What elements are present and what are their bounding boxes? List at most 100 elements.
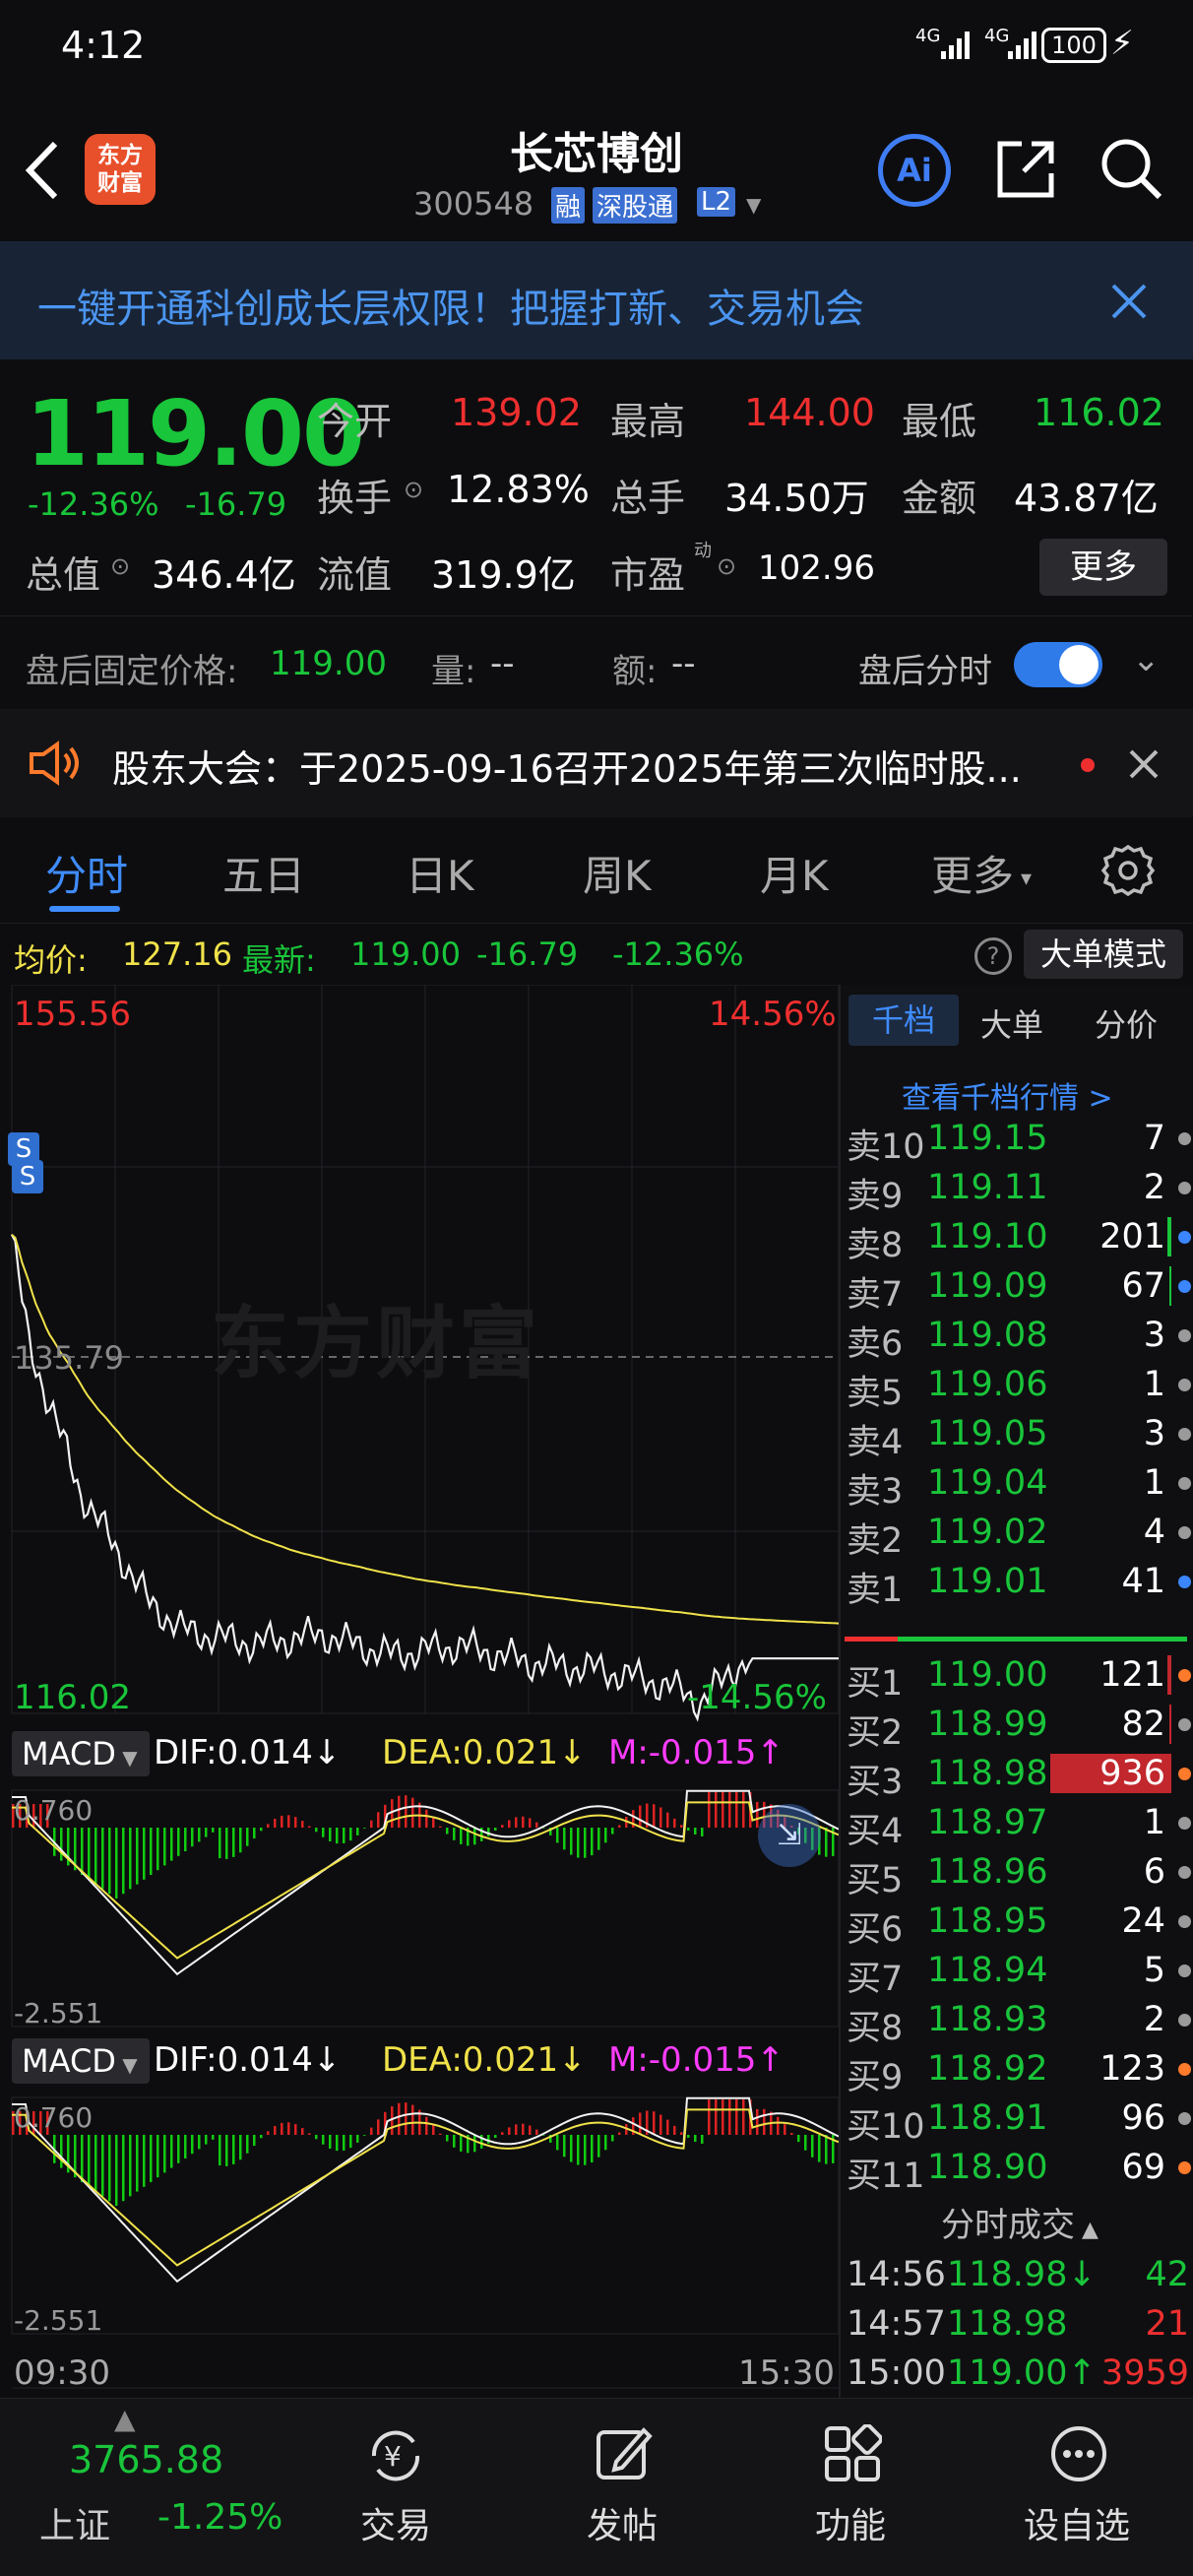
tab-five-day[interactable]: 五日 [222, 852, 306, 900]
sell-row[interactable]: 卖1 119.01 41 [845, 1556, 1193, 1610]
sell-dot-icon [1178, 1329, 1191, 1342]
macd-histogram-bar [60, 1828, 63, 1861]
macd-histogram-bar [384, 2111, 387, 2135]
tab-depth[interactable]: 千档 [848, 995, 959, 1046]
info-icon-3[interactable]: ⊙ [717, 552, 737, 580]
avg-label: 均价: [14, 941, 88, 979]
sell-price: 119.08 [927, 1316, 1048, 1355]
post-icon[interactable] [595, 2424, 654, 2483]
unread-dot [1081, 758, 1095, 772]
info-icon-2[interactable]: ⊙ [110, 552, 131, 580]
intraday-chart[interactable] [0, 985, 1193, 2398]
sell-row[interactable]: 卖9 119.11 2 [845, 1162, 1193, 1216]
nav-trade-label[interactable]: 交易 [360, 2506, 432, 2546]
sell-row[interactable]: 卖10 119.15 7 [845, 1113, 1193, 1167]
sell-row[interactable]: 卖4 119.05 3 [845, 1408, 1193, 1462]
tab-more[interactable]: 更多 ▾ [931, 843, 1032, 903]
view-depth-link[interactable]: 查看千档行情 > [902, 1081, 1113, 1116]
close-icon[interactable] [1110, 283, 1148, 320]
buy-row[interactable]: 买8 118.93 2 [845, 1994, 1193, 2048]
macd-histogram-bar [60, 2135, 63, 2168]
buy-row[interactable]: 买11 118.90 69 [845, 2142, 1193, 2196]
index-name[interactable]: 上证 [39, 2506, 111, 2546]
sell-row[interactable]: 卖8 119.10 201 [845, 1211, 1193, 1265]
gear-icon[interactable] [1100, 843, 1156, 898]
macd-histogram-bar [150, 2135, 153, 2182]
signal-marker-2[interactable]: S [12, 1160, 43, 1193]
buy-row[interactable]: 买10 118.91 96 [845, 2093, 1193, 2147]
sell-row[interactable]: 卖7 119.09 67 [845, 1260, 1193, 1315]
quote-panel: 119.00 -12.36% -16.79 今开 139.02 最高 144.0… [0, 359, 1193, 615]
low-value: 116.02 [1034, 391, 1164, 434]
tab-week-k[interactable]: 周K [583, 852, 652, 900]
nav-function-label[interactable]: 功能 [815, 2506, 887, 2546]
chevron-down-icon[interactable]: ▼ [746, 193, 762, 217]
ai-assistant-button[interactable]: Ai [878, 134, 951, 207]
chart-expand-icon[interactable]: ⇲ [758, 1804, 821, 1867]
badge-l2: L2 [697, 187, 736, 217]
macd-histogram-bar [315, 1828, 318, 1833]
close-icon[interactable] [1128, 748, 1160, 780]
more-dots-icon[interactable] [1049, 2424, 1108, 2483]
sell-row[interactable]: 卖2 119.02 4 [845, 1507, 1193, 1561]
tab-day-k[interactable]: 日K [406, 852, 474, 900]
buy-row[interactable]: 买9 118.92 123 [845, 2043, 1193, 2097]
macd-histogram-bar [184, 1828, 187, 1851]
buy-row[interactable]: 买4 118.97 1 [845, 1797, 1193, 1851]
info-icon[interactable]: ⊙ [404, 476, 424, 503]
search-icon[interactable] [1099, 136, 1163, 201]
macd-histogram-bar [777, 1809, 780, 1828]
buy-level-label: 买2 [847, 1713, 904, 1753]
macd-histogram-bar [232, 1828, 235, 1857]
tab-price-volume[interactable]: 分价 [1095, 1006, 1159, 1044]
tab-big-orders[interactable]: 大单 [980, 1006, 1044, 1044]
buy-row[interactable]: 买5 118.96 6 [845, 1846, 1193, 1900]
share-icon[interactable] [994, 138, 1057, 201]
buy-row[interactable]: 买3 118.98 936 [845, 1748, 1193, 1802]
big-order-mode-button[interactable]: 大单模式 [1024, 930, 1183, 979]
macd-histogram-bar [225, 1828, 228, 1859]
after-price-label: 盘后固定价格: [26, 652, 238, 691]
sell-row[interactable]: 卖6 119.08 3 [845, 1310, 1193, 1364]
macd-selector[interactable]: MACD ▼ [12, 1731, 150, 1776]
back-icon[interactable] [22, 138, 61, 203]
macd-histogram-bar [453, 1828, 456, 1840]
time-axis-start: 09:30 [14, 2353, 110, 2393]
after-hours-toggle[interactable] [1014, 642, 1102, 687]
chevron-down-icon[interactable]: ⌄ [1132, 640, 1161, 679]
buy-row[interactable]: 买7 118.94 5 [845, 1945, 1193, 1999]
macd-histogram-bar [157, 2135, 159, 2178]
trades-title[interactable]: 分时成交 ▲ [941, 2198, 1099, 2246]
function-icon[interactable] [823, 2424, 882, 2483]
macd-selector-2[interactable]: MACD ▼ [12, 2038, 150, 2084]
tab-month-k[interactable]: 月K [760, 852, 829, 900]
index-value[interactable]: 3765.88 [69, 2438, 224, 2481]
macd-histogram-bar [639, 2112, 642, 2135]
more-button[interactable]: 更多 [1039, 539, 1167, 596]
macd-histogram-bar [591, 1828, 594, 1856]
macd-histogram-bar [356, 2135, 359, 2143]
buy-row[interactable]: 买2 118.99 82 [845, 1699, 1193, 1753]
sell-row[interactable]: 卖3 119.04 1 [845, 1457, 1193, 1512]
ai-label: Ai [897, 152, 932, 189]
macd-histogram-bar [797, 1828, 800, 1835]
nav-watchlist-label[interactable]: 设自选 [1024, 2506, 1131, 2546]
notice-bar[interactable]: 股东大会：于2025-09-16召开2025年第三次临时股... [0, 709, 1193, 817]
nav-post-label[interactable]: 发帖 [587, 2506, 659, 2546]
macd-histogram-bar [597, 2135, 600, 2157]
macd-histogram-bar [308, 1826, 311, 1828]
promo-banner[interactable]: 一键开通科创成长层权限！把握打新、交易机会 [0, 241, 1193, 359]
macd-histogram-bar [170, 2135, 173, 2168]
buy-row[interactable]: 买6 118.95 24 [845, 1896, 1193, 1950]
tab-intraday[interactable]: 分时 [45, 852, 129, 900]
sell-row[interactable]: 卖5 119.06 1 [845, 1359, 1193, 1413]
trade-icon[interactable]: ¥ [364, 2426, 427, 2485]
macd-histogram-bar [108, 1828, 111, 1895]
index-pct[interactable]: -1.25% [157, 2497, 283, 2538]
buy-dot-icon [1178, 1817, 1191, 1830]
buy-row[interactable]: 买1 119.00 121 [845, 1649, 1193, 1704]
macd-histogram-bar [94, 2135, 97, 2192]
help-icon[interactable]: ? [974, 937, 1012, 975]
macd-histogram-bar [584, 1828, 587, 1858]
buy-level-label: 买1 [847, 1664, 904, 1704]
